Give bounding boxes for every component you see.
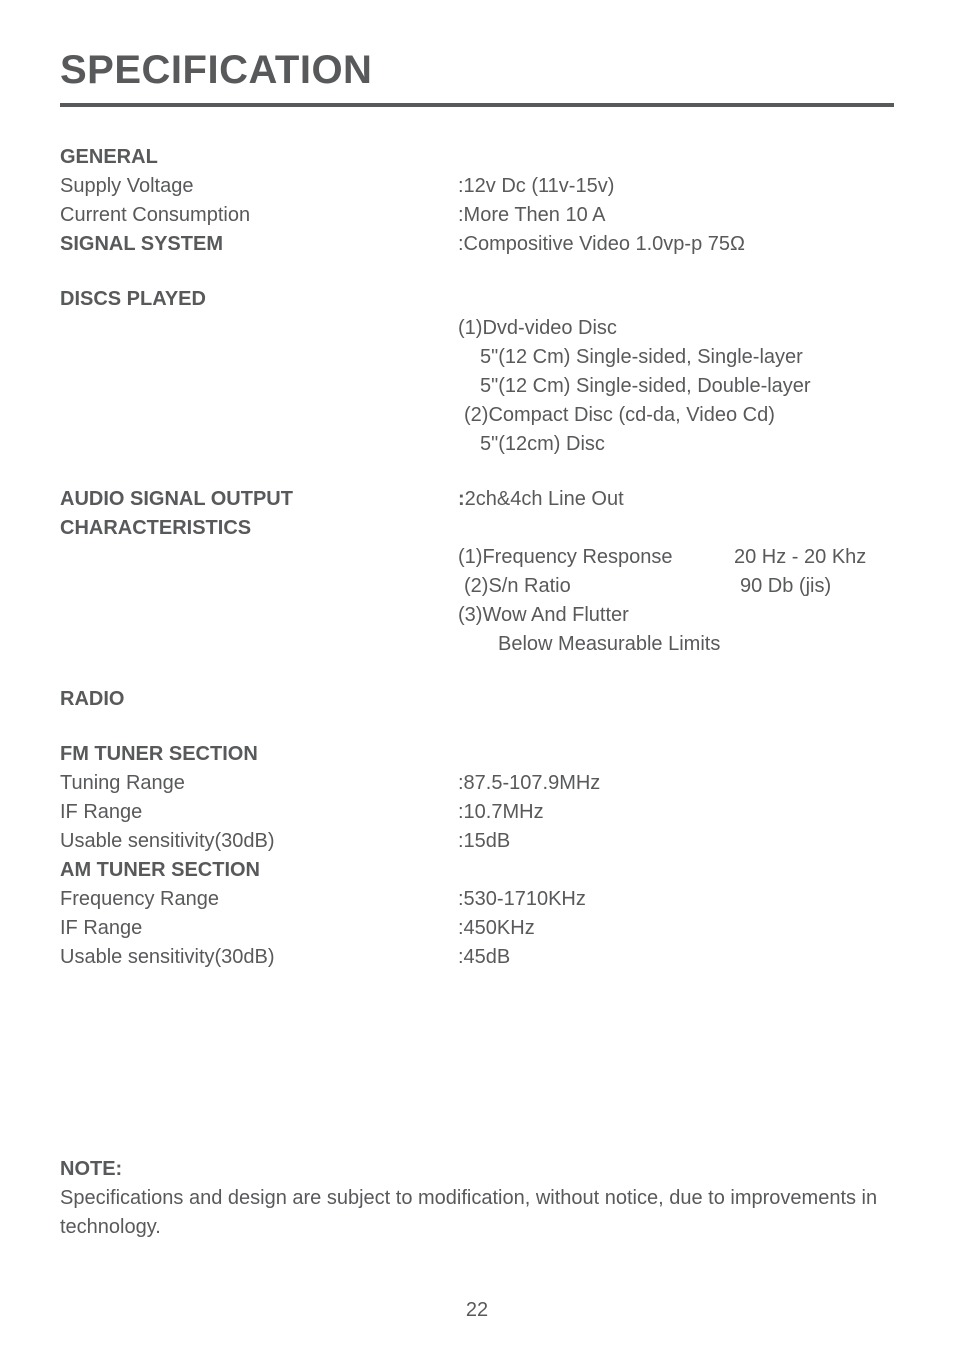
discs-line1-row: (1)Dvd-video Disc [60, 314, 894, 343]
frequency-response-value: 20 Hz - 20 Khz [734, 543, 866, 572]
discs-line3: 5"(12 Cm) Single-sided, Double-layer [458, 375, 811, 397]
note-heading: NOTE: [60, 1155, 894, 1184]
fm-tuner-section-heading: FM TUNER SECTION [60, 740, 458, 769]
current-consumption-label: Current Consumption [60, 201, 458, 230]
discs-line5-row: 5"(12cm) Disc [60, 430, 894, 459]
wow-flutter-row: (3)Wow And Flutter [60, 601, 894, 630]
am-frequency-range-label: Frequency Range [60, 885, 458, 914]
page: SPECIFICATION GENERAL Supply Voltage :12… [0, 0, 954, 1352]
discs-heading-row: DISCS PLAYED [60, 285, 894, 314]
characteristics-heading-row: CHARACTERISTICS [60, 514, 894, 543]
am-frequency-range-value: :530-1710KHz [458, 885, 894, 914]
current-consumption-row: Current Consumption :More Then 10 A [60, 201, 894, 230]
general-heading: GENERAL [60, 143, 458, 172]
audio-signal-output-heading: AUDIO SIGNAL OUTPUT [60, 485, 458, 514]
audio-signal-output-value: :2ch&4ch Line Out [458, 485, 894, 514]
fm-tuning-range-label: Tuning Range [60, 769, 458, 798]
discs-line4: (2)Compact Disc (cd-da, Video Cd) [458, 401, 894, 430]
supply-voltage-label: Supply Voltage [60, 172, 458, 201]
signal-system-row: SIGNAL SYSTEM :Compositive Video 1.0vp-p… [60, 230, 894, 259]
fm-usable-sensitivity-value: :15dB [458, 827, 894, 856]
fm-tuning-row: Tuning Range :87.5-107.9MHz [60, 769, 894, 798]
empty [458, 143, 894, 172]
discs-line2-row: 5"(12 Cm) Single-sided, Single-layer [60, 343, 894, 372]
am-usable-sensitivity-label: Usable sensitivity(30dB) [60, 943, 458, 972]
current-consumption-value: :More Then 10 A [458, 201, 894, 230]
wow-flutter-value: Below Measurable Limits [458, 630, 894, 659]
signal-system-label: SIGNAL SYSTEM [60, 230, 458, 259]
signal-system-value: :Compositive Video 1.0vp-p 75Ω [458, 230, 894, 259]
general-heading-row: GENERAL [60, 143, 894, 172]
audio-heading-row: AUDIO SIGNAL OUTPUT :2ch&4ch Line Out [60, 485, 894, 514]
sn-ratio-label: (2)S/n Ratio [458, 572, 740, 601]
fm-sens-row: Usable sensitivity(30dB) :15dB [60, 827, 894, 856]
discs-line5: 5"(12cm) Disc [458, 433, 605, 455]
radio-heading: RADIO [60, 685, 458, 714]
freq-response-row: (1)Frequency Response 20 Hz - 20 Khz [60, 543, 894, 572]
am-tuner-section-heading: AM TUNER SECTION [60, 856, 458, 885]
frequency-response-label: (1)Frequency Response [458, 543, 734, 572]
empty [458, 285, 894, 314]
fm-if-row: IF Range :10.7MHz [60, 798, 894, 827]
wow-flutter-label: (3)Wow And Flutter [458, 601, 894, 630]
fm-if-range-value: :10.7MHz [458, 798, 894, 827]
discs-played-heading: DISCS PLAYED [60, 285, 458, 314]
discs-line1: (1)Dvd-video Disc [458, 314, 894, 343]
supply-voltage-value: :12v Dc (11v-15v) [458, 172, 894, 201]
discs-line3-row: 5"(12 Cm) Single-sided, Double-layer [60, 372, 894, 401]
title-rule [60, 103, 894, 107]
fm-tuner-heading-row: FM TUNER SECTION [60, 740, 894, 769]
am-if-row: IF Range :450KHz [60, 914, 894, 943]
fm-if-range-label: IF Range [60, 798, 458, 827]
discs-line2: 5"(12 Cm) Single-sided, Single-layer [458, 346, 803, 368]
fm-tuning-range-value: :87.5-107.9MHz [458, 769, 894, 798]
am-if-range-label: IF Range [60, 914, 458, 943]
characteristics-heading: CHARACTERISTICS [60, 514, 458, 543]
am-if-range-value: :450KHz [458, 914, 894, 943]
sn-ratio-value: 90 Db (jis) [740, 572, 831, 601]
wow-flutter-value-row: Below Measurable Limits [60, 630, 894, 659]
am-freq-row: Frequency Range :530-1710KHz [60, 885, 894, 914]
sn-ratio-row: (2)S/n Ratio 90 Db (jis) [60, 572, 894, 601]
supply-voltage-row: Supply Voltage :12v Dc (11v-15v) [60, 172, 894, 201]
discs-line4-row: (2)Compact Disc (cd-da, Video Cd) [60, 401, 894, 430]
am-usable-sensitivity-value: :45dB [458, 943, 894, 972]
am-sens-row: Usable sensitivity(30dB) :45dB [60, 943, 894, 972]
radio-heading-row: RADIO [60, 685, 894, 714]
note-body: Specifications and design are subject to… [60, 1184, 894, 1242]
page-number: 22 [0, 1299, 954, 1322]
page-title: SPECIFICATION [60, 48, 894, 93]
am-tuner-heading-row: AM TUNER SECTION [60, 856, 894, 885]
note-block: NOTE: Specifications and design are subj… [60, 1155, 894, 1242]
fm-usable-sensitivity-label: Usable sensitivity(30dB) [60, 827, 458, 856]
